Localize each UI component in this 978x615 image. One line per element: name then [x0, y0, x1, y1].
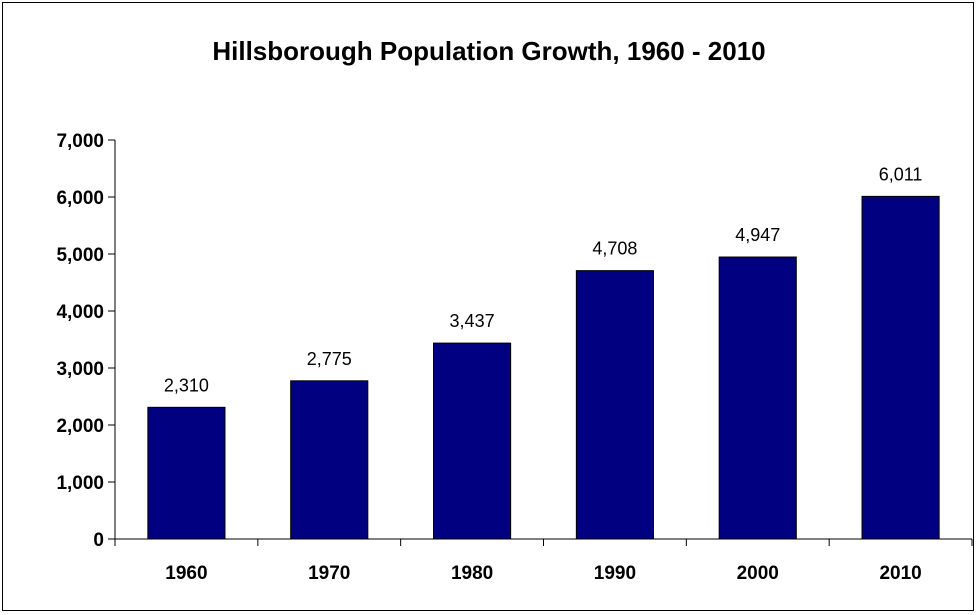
x-tick-label: 2000 — [737, 563, 779, 584]
x-tick-label: 1960 — [165, 563, 207, 584]
bar-2010 — [861, 195, 940, 540]
y-tick-label: 4,000 — [56, 302, 104, 323]
bar-1970 — [290, 380, 369, 540]
y-tick-label: 3,000 — [56, 359, 104, 380]
data-label: 2,775 — [307, 349, 352, 369]
data-label: 4,947 — [735, 225, 780, 245]
y-tick-label: 7,000 — [56, 131, 104, 152]
y-tick-label: 2,000 — [56, 416, 104, 437]
bar-2000 — [718, 256, 797, 540]
data-labels: 2,310 2,775 3,437 4,708 4,947 6,011 — [164, 164, 923, 395]
data-label: 6,011 — [879, 164, 923, 184]
chart-title: Hillsborough Population Growth, 1960 - 2… — [212, 36, 766, 66]
x-tick-label: 1990 — [594, 563, 636, 584]
bar-1980 — [433, 342, 512, 540]
bar-1990 — [575, 270, 654, 540]
y-tick-label: 1,000 — [56, 473, 104, 494]
data-label: 3,437 — [450, 311, 495, 331]
x-tick-label: 2010 — [879, 563, 921, 584]
x-tick-label: 1970 — [308, 563, 350, 584]
y-tick-label: 6,000 — [56, 188, 104, 209]
bars — [147, 195, 940, 540]
y-tick-label: 0 — [93, 530, 104, 551]
data-label: 2,310 — [164, 375, 209, 395]
axes: 0 1,000 2,000 3,000 4,000 5,000 6,000 7,000 1960… — [56, 131, 973, 584]
bar-1960 — [147, 406, 226, 540]
data-label: 4,708 — [592, 239, 637, 259]
x-tick-label: 1980 — [451, 563, 493, 584]
y-tick-label: 5,000 — [56, 245, 104, 266]
